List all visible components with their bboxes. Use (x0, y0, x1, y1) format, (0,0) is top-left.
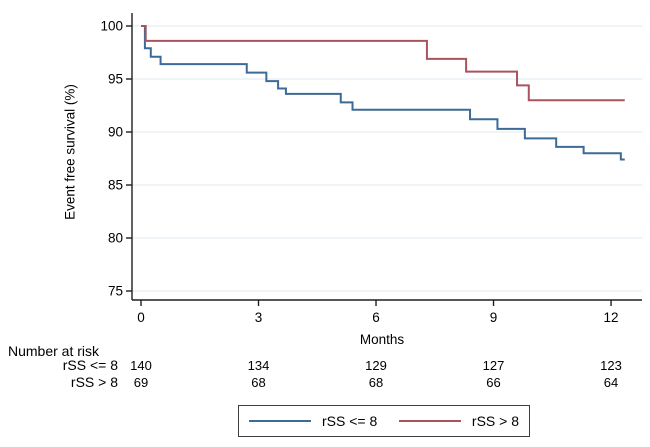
x-axis-label: Months (359, 332, 405, 347)
y-tick-label: 95 (108, 72, 123, 87)
risk-count: 134 (247, 358, 270, 373)
survival-curve-rss-le-8 (141, 25, 625, 161)
legend-item-rss-gt-8: rSS > 8 (398, 413, 519, 429)
y-tick-label: 85 (108, 178, 123, 193)
risk-count: 123 (600, 358, 622, 373)
risk-row-rss-le-8: rSS <= 8 140 134 129 127 123 (0, 357, 650, 374)
risk-count: 64 (603, 375, 619, 390)
legend-item-rss-le-8: rSS <= 8 (249, 413, 377, 429)
x-tick-label: 9 (490, 310, 498, 325)
risk-count: 69 (133, 375, 149, 390)
risk-count: 140 (130, 358, 152, 373)
red-line-swatch-icon (398, 420, 461, 422)
y-axis-label: Event free survival (%) (62, 84, 78, 220)
y-tick-label: 100 (100, 19, 123, 34)
y-tick-label: 75 (108, 284, 123, 299)
y-tick-label: 90 (108, 125, 123, 140)
risk-row-rss-gt-8: rSS > 8 69 68 68 66 64 (0, 374, 650, 391)
risk-row-label: rSS > 8 (70, 374, 118, 390)
risk-count: 68 (368, 375, 384, 390)
survival-curve-rss-gt-8 (141, 25, 625, 102)
risk-count: 129 (365, 358, 387, 373)
risk-row-label: rSS <= 8 (62, 357, 118, 373)
x-tick-label: 3 (255, 310, 263, 325)
x-tick-label: 12 (604, 310, 619, 325)
legend-label-rss-gt-8: rSS > 8 (471, 413, 519, 429)
blue-line-swatch-icon (249, 420, 311, 422)
legend-label-rss-le-8: rSS <= 8 (322, 413, 378, 429)
y-tick-label: 80 (108, 231, 123, 246)
risk-count: 127 (482, 358, 505, 373)
x-tick-label: 0 (137, 310, 145, 325)
risk-count: 66 (486, 375, 501, 390)
x-tick-label: 6 (372, 310, 380, 325)
risk-count: 68 (251, 375, 266, 390)
legend: rSS <= 8 rSS > 8 (238, 405, 530, 437)
number-at-risk-heading: Number at risk (8, 343, 100, 359)
